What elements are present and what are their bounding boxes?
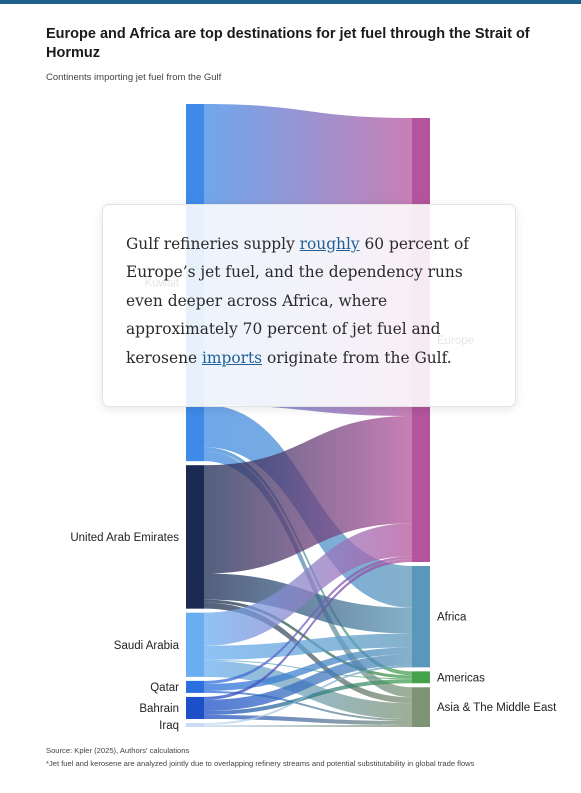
node-asia xyxy=(412,687,430,727)
label-saudi: Saudi Arabia xyxy=(114,640,180,652)
flow-uae-to-europe xyxy=(204,416,412,574)
node-uae xyxy=(186,465,204,609)
label-asia: Asia & The Middle East xyxy=(437,702,557,714)
flow-saudi-to-africa xyxy=(204,633,412,660)
label-iraq: Iraq xyxy=(159,720,179,732)
top-accent-bar xyxy=(0,0,581,4)
quote-callout: Gulf refineries supply roughly 60 percen… xyxy=(102,204,516,407)
flow-qatar-to-europe xyxy=(204,556,412,684)
flow-bahrain-to-africa xyxy=(204,654,412,711)
flow-saudi-to-europe xyxy=(204,523,412,646)
node-iraq xyxy=(186,722,204,727)
callout-text-2: 60 percent of Europe’s jet fuel, and the… xyxy=(126,235,469,367)
node-saudi xyxy=(186,612,204,677)
node-africa xyxy=(412,566,430,668)
flow-iraq-to-asia xyxy=(204,724,412,727)
chart-subtitle: Continents importing jet fuel from the G… xyxy=(46,72,222,83)
callout-text-1: Gulf refineries supply xyxy=(126,235,300,253)
label-bahrain: Bahrain xyxy=(139,703,179,715)
node-bahrain xyxy=(186,696,204,719)
footnote: *Jet fuel and kerosene are analyzed join… xyxy=(46,759,475,768)
flow-saudi-to-asia xyxy=(204,660,412,720)
callout-text-3: originate from the Gulf. xyxy=(262,348,452,367)
label-africa: Africa xyxy=(437,612,467,624)
label-americas: Americas xyxy=(437,672,485,684)
label-uae: United Arab Emirates xyxy=(70,532,179,544)
chart-title: Europe and Africa are top destinations f… xyxy=(46,26,530,61)
node-qatar xyxy=(186,680,204,693)
source-note: Source: Kpler (2025), Authors' calculati… xyxy=(46,746,190,755)
flow-qatar-to-africa xyxy=(204,647,412,691)
flow-bahrain-to-americas xyxy=(204,679,412,715)
flow-kuwait-to-americas xyxy=(204,447,412,676)
imports-link[interactable]: imports xyxy=(201,348,263,367)
flow-qatar-to-asia xyxy=(204,690,412,722)
label-qatar: Qatar xyxy=(150,682,179,694)
flow-uae-to-americas xyxy=(204,599,412,679)
node-americas xyxy=(412,671,430,684)
roughly-link[interactable]: roughly xyxy=(299,235,360,253)
flow-iraq-to-africa xyxy=(204,665,412,725)
flow-bahrain-to-europe xyxy=(204,559,412,700)
flow-uae-to-africa xyxy=(204,573,412,634)
